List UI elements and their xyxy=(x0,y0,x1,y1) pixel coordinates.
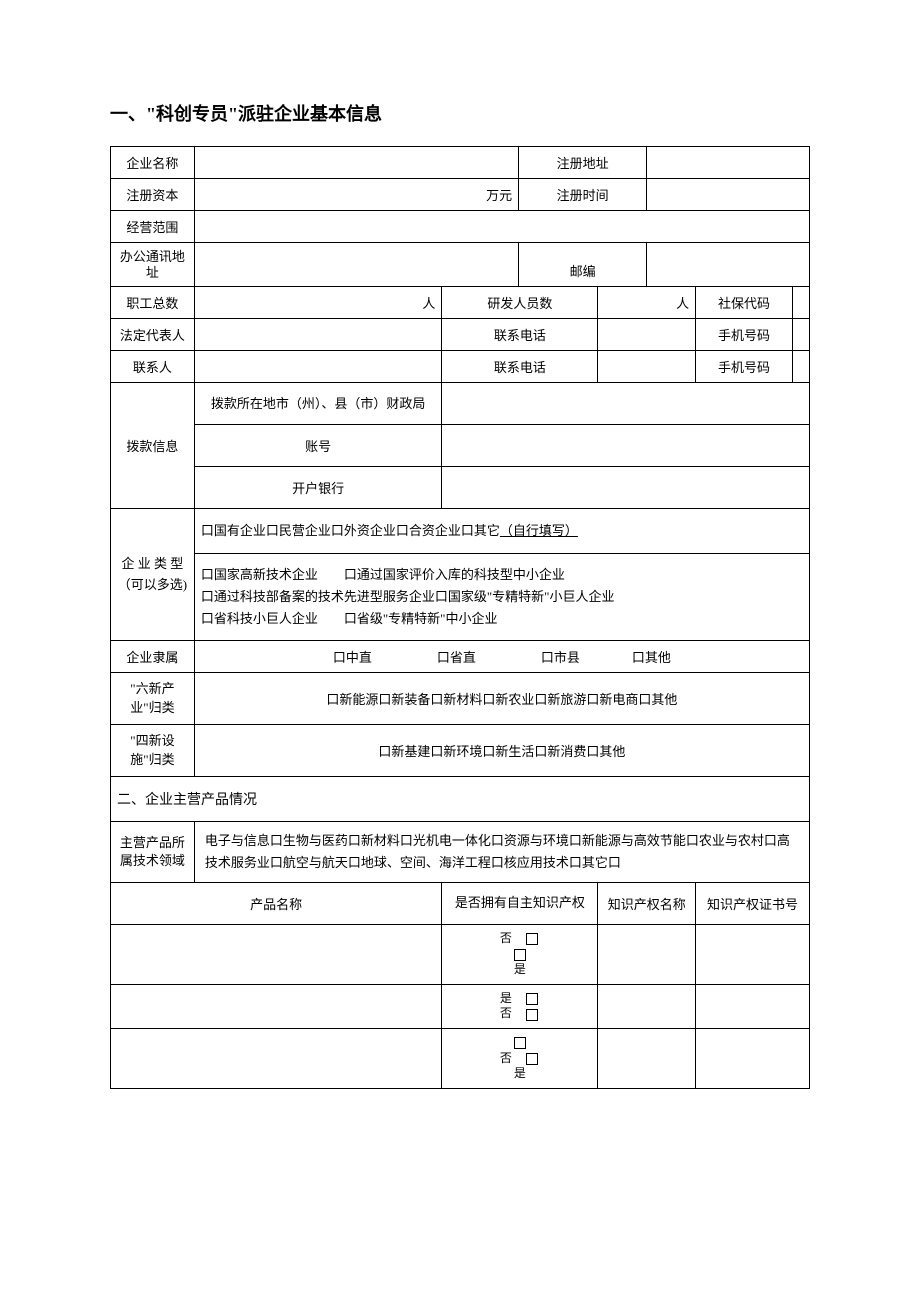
label-reg-capital: 注册资本 xyxy=(111,179,195,211)
value-account xyxy=(442,425,810,467)
value-tel2 xyxy=(598,351,696,383)
product-row: 否 是 xyxy=(111,925,810,985)
value-postcode xyxy=(647,243,810,287)
value-reg-address xyxy=(647,147,810,179)
value-total-staff: 人 xyxy=(194,287,442,319)
yn-cell-1: 否 是 xyxy=(442,925,598,985)
six-new-opts: 口新能源口新装备口新材料口新农业口新旅游口新电商口其他 xyxy=(194,672,809,724)
label-account: 账号 xyxy=(194,425,442,467)
label-rd-staff: 研发人员数 xyxy=(442,287,598,319)
label-bank: 开户银行 xyxy=(194,467,442,509)
label-contact: 联系人 xyxy=(111,351,195,383)
affiliation-opts: 口中直 口省直 口市县 口其他 xyxy=(194,640,809,672)
four-new-opts: 口新基建口新环境口新生活口新消费口其他 xyxy=(194,724,809,776)
section-title: 一、"科创专员"派驻企业基本信息 xyxy=(110,100,810,126)
label-mobile2: 手机号码 xyxy=(696,351,793,383)
label-reg-time: 注册时间 xyxy=(519,179,647,211)
value-reg-time xyxy=(647,179,810,211)
value-payment-org xyxy=(442,383,810,425)
label-payment-info: 拨款信息 xyxy=(111,383,195,509)
label-payment-org: 拨款所在地市（州）、县（市）财政局 xyxy=(194,383,442,425)
value-social-code xyxy=(792,287,809,319)
label-social-code: 社保代码 xyxy=(696,287,793,319)
section2-title: 二、企业主营产品情况 xyxy=(111,776,810,821)
value-mobile2 xyxy=(792,351,809,383)
label-biz-scope: 经营范围 xyxy=(111,211,195,243)
value-tel1 xyxy=(598,319,696,351)
header-ip-cert: 知识产权证书号 xyxy=(696,883,810,925)
header-own-ip: 是否拥有自主知识产权 xyxy=(442,883,598,925)
label-six-new: "六新产业"归类 xyxy=(111,672,195,724)
product-row: 是 否 xyxy=(111,984,810,1028)
label-company-name: 企业名称 xyxy=(111,147,195,179)
yn-cell-2: 是 否 xyxy=(442,984,598,1028)
value-company-name xyxy=(194,147,518,179)
label-mobile1: 手机号码 xyxy=(696,319,793,351)
value-contact xyxy=(194,351,442,383)
yn-cell-3: 否 是 xyxy=(442,1029,598,1089)
product-domain-opts: 电子与信息口生物与医药口新材料口光机电一体化口资源与环境口新能源与高效节能口农业… xyxy=(194,821,809,882)
ent-type-row2: 口国家高新技术企业 口通过国家评价入库的科技型中小企业 口通过科技部备案的技术先… xyxy=(194,553,809,640)
label-four-new: "四新设施"归类 xyxy=(111,724,195,776)
value-office-addr xyxy=(194,243,518,287)
label-legal-rep: 法定代表人 xyxy=(111,319,195,351)
label-postcode: 邮编 xyxy=(519,243,647,287)
label-total-staff: 职工总数 xyxy=(111,287,195,319)
value-reg-capital: 万元 xyxy=(194,179,518,211)
value-biz-scope xyxy=(194,211,809,243)
label-reg-address: 注册地址 xyxy=(519,147,647,179)
header-ip-name: 知识产权名称 xyxy=(598,883,696,925)
value-rd-staff: 人 xyxy=(598,287,696,319)
ent-type-row1: 口国有企业口民营企业口外资企业口合资企业口其它（自行填写） xyxy=(194,509,809,553)
label-ent-type: 企 业 类 型（可以多选) xyxy=(111,509,195,641)
label-tel1: 联系电话 xyxy=(442,319,598,351)
label-office-addr: 办公通讯地址 xyxy=(111,243,195,287)
form-table: 企业名称 注册地址 注册资本 万元 注册时间 经营范围 办公通讯地址 邮编 职工… xyxy=(110,146,810,1089)
value-legal-rep xyxy=(194,319,442,351)
value-mobile1 xyxy=(792,319,809,351)
product-row: 否 是 xyxy=(111,1029,810,1089)
label-tel2: 联系电话 xyxy=(442,351,598,383)
value-bank xyxy=(442,467,810,509)
label-product-domain: 主营产品所属技术领域 xyxy=(111,821,195,882)
label-affiliation: 企业隶属 xyxy=(111,640,195,672)
header-product-name: 产品名称 xyxy=(111,883,442,925)
